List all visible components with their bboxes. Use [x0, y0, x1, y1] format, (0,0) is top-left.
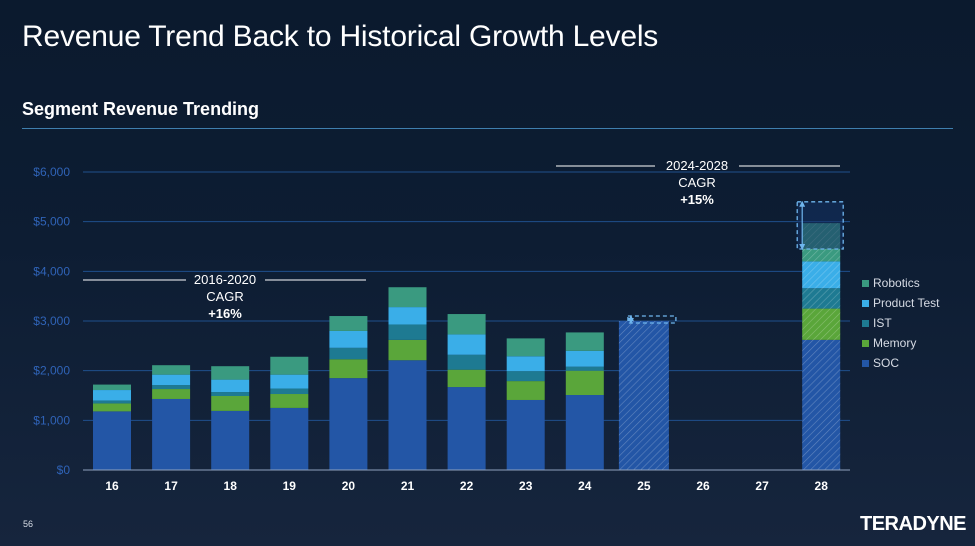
- x-tick-label: 20: [342, 479, 356, 493]
- bar-segment-robotics: [447, 314, 486, 335]
- x-tick-label: 27: [755, 479, 769, 493]
- bar-segment-ist: [211, 392, 250, 396]
- bar-segment-memory: [93, 403, 131, 412]
- x-tick-label: 18: [224, 479, 238, 493]
- legend-swatch-soc: [862, 360, 869, 367]
- bar-segment-ist: [270, 388, 309, 395]
- bar-segment-soc: [270, 407, 309, 470]
- legend-label: SOC: [873, 356, 899, 370]
- bar-segment-memory: [447, 369, 486, 388]
- legend-swatch-robotics: [862, 280, 869, 287]
- bar-segment-product-test: [388, 307, 427, 325]
- bar-segment-soc: [152, 398, 191, 470]
- bar-segment-soc: [329, 378, 368, 470]
- bar-segment-memory: [152, 389, 191, 399]
- bar-segment-robotics: [329, 316, 368, 331]
- slide-title: Revenue Trend Back to Historical Growth …: [22, 20, 659, 53]
- y-tick-label: $4,000: [33, 264, 70, 278]
- teradyne-logo: TERADYNE: [860, 513, 967, 535]
- bar-hatch: [802, 261, 841, 289]
- x-tick-label: 28: [815, 479, 829, 493]
- x-tick-label: 19: [283, 479, 297, 493]
- bar-segment-ist: [93, 400, 131, 404]
- x-tick-label: 16: [105, 479, 119, 493]
- title-divider: [22, 128, 953, 129]
- range-box: [796, 201, 844, 250]
- bar-segment-memory: [506, 381, 545, 400]
- bar-segment-product-test: [93, 390, 131, 401]
- x-tick-label: 24: [578, 479, 592, 493]
- bar-segment-memory: [388, 339, 427, 361]
- chart-subtitle: Segment Revenue Trending: [22, 99, 260, 119]
- bar-segment-ist: [506, 371, 545, 382]
- cagr-value: +15%: [680, 192, 714, 207]
- bar-segment-ist: [388, 324, 427, 340]
- cagr-period: 2016-2020: [194, 272, 256, 287]
- bar-segment-ist: [152, 385, 191, 390]
- x-tick-label: 26: [696, 479, 710, 493]
- legend-swatch-memory: [862, 340, 869, 347]
- x-tick-label: 23: [519, 479, 533, 493]
- bar-segment-robotics: [565, 332, 604, 351]
- bar-hatch: [802, 288, 841, 309]
- bar-segment-robotics: [93, 384, 131, 391]
- bar-segment-memory: [211, 395, 250, 411]
- page-number: 56: [23, 519, 34, 529]
- y-tick-label: $1,000: [33, 413, 70, 427]
- x-tick-label: 21: [401, 479, 415, 493]
- bar-segment-ist: [329, 347, 368, 360]
- legend-label: IST: [873, 316, 892, 330]
- y-tick-label: $6,000: [33, 165, 70, 179]
- bar-segment-soc: [211, 410, 250, 470]
- bar-segment-soc: [506, 399, 545, 470]
- bar-segment-product-test: [506, 356, 545, 372]
- bar-hatch: [802, 308, 841, 340]
- bar-segment-product-test: [565, 350, 604, 367]
- x-tick-label: 22: [460, 479, 474, 493]
- bar-segment-product-test: [329, 330, 368, 348]
- bar-segment-memory: [329, 359, 368, 379]
- bar-segment-product-test: [152, 374, 191, 386]
- x-tick-label: 25: [637, 479, 651, 493]
- bar-segment-ist: [565, 366, 604, 371]
- bar-segment-product-test: [447, 334, 486, 355]
- bar-segment-soc: [447, 387, 486, 470]
- bar-segment-product-test: [211, 379, 250, 393]
- bar-segment-robotics: [152, 365, 191, 375]
- y-tick-label: $0: [57, 463, 71, 477]
- legend-label: Product Test: [873, 296, 940, 310]
- bar-segment-ist: [447, 354, 486, 370]
- bar-segment-robotics: [270, 356, 309, 375]
- legend-label: Memory: [873, 336, 916, 350]
- bar-segment-robotics: [506, 338, 545, 357]
- bar-segment-robotics: [211, 366, 250, 380]
- bar-hatch: [802, 339, 841, 470]
- bar-segment-product-test: [270, 374, 309, 389]
- bar-segment-soc: [93, 411, 131, 470]
- bar-segment-soc: [565, 395, 604, 470]
- cagr-value: +16%: [208, 306, 242, 321]
- projected-bar-hatch: [618, 321, 669, 470]
- legend-swatch-product-test: [862, 300, 869, 307]
- cagr-label: CAGR: [678, 175, 716, 190]
- bar-segment-memory: [565, 370, 604, 396]
- legend-label: Robotics: [873, 276, 920, 290]
- y-tick-label: $5,000: [33, 215, 70, 229]
- cagr-label: CAGR: [206, 289, 244, 304]
- y-tick-label: $3,000: [33, 314, 70, 328]
- legend-swatch-ist: [862, 320, 869, 327]
- bar-segment-memory: [270, 394, 309, 408]
- bar-segment-soc: [388, 360, 427, 470]
- x-tick-label: 17: [164, 479, 178, 493]
- bar-segment-robotics: [388, 287, 427, 308]
- y-tick-label: $2,000: [33, 364, 70, 378]
- cagr-period: 2024-2028: [666, 158, 728, 173]
